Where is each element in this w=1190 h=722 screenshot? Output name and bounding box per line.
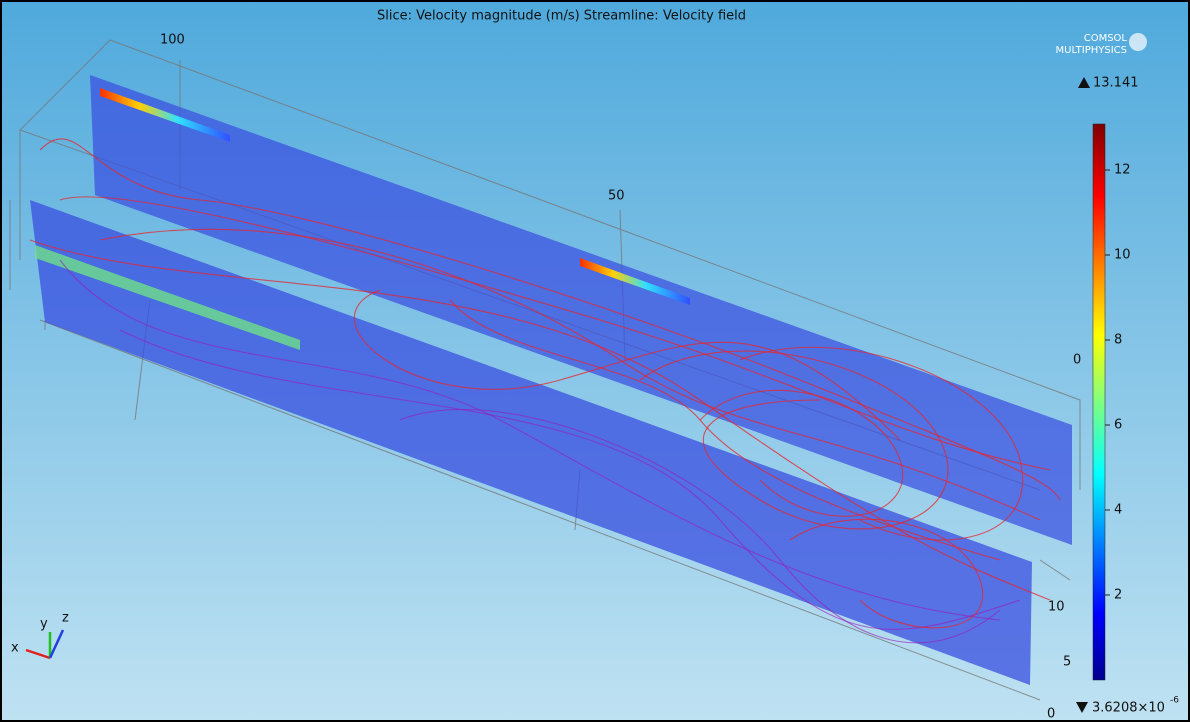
axis-label: 50 <box>608 189 625 204</box>
logo-icon <box>1129 33 1147 51</box>
max-marker <box>1078 77 1090 88</box>
colorbar-tick-label: 6 <box>1114 418 1122 433</box>
axis-label: 5 <box>1063 655 1071 670</box>
triad-label: z <box>62 611 69 626</box>
plot-title: Slice: Velocity magnitude (m/s) Streamli… <box>377 9 746 24</box>
colorbar <box>1092 123 1106 681</box>
back-slice <box>90 75 1072 545</box>
axis-label: 0 <box>1047 707 1055 722</box>
logo-line: MULTIPHYSICS <box>1056 45 1127 56</box>
colorbar-tick-label: 4 <box>1114 503 1122 518</box>
triad-label: x <box>11 641 19 656</box>
colorbar-min: 3.6208×10 <box>1092 701 1165 716</box>
streamlines <box>29 138 1061 644</box>
inlet-jet <box>580 258 690 305</box>
inlet-jet <box>35 245 300 350</box>
axis-triad: x y z <box>11 611 69 660</box>
colorbar-tick-label: 2 <box>1114 588 1122 603</box>
axis-label: 100 <box>160 33 185 48</box>
colorbar-tick-label: 8 <box>1114 333 1122 348</box>
colorbar-ticks: 2 4 6 8 10 12 <box>1105 163 1131 603</box>
axis-label: 10 <box>1048 600 1065 615</box>
colorbar-tick-label: 10 <box>1114 248 1131 263</box>
colorbar-min-exponent: -6 <box>1170 696 1179 706</box>
colorbar-tick-label: 12 <box>1114 163 1131 178</box>
axis-label: 0 <box>1073 353 1081 368</box>
min-marker <box>1076 702 1088 713</box>
colorbar-max: 13.141 <box>1093 76 1139 91</box>
inlet-jet <box>100 88 230 142</box>
logo-line: COMSOL <box>1084 33 1128 44</box>
triad-label: y <box>40 617 48 632</box>
